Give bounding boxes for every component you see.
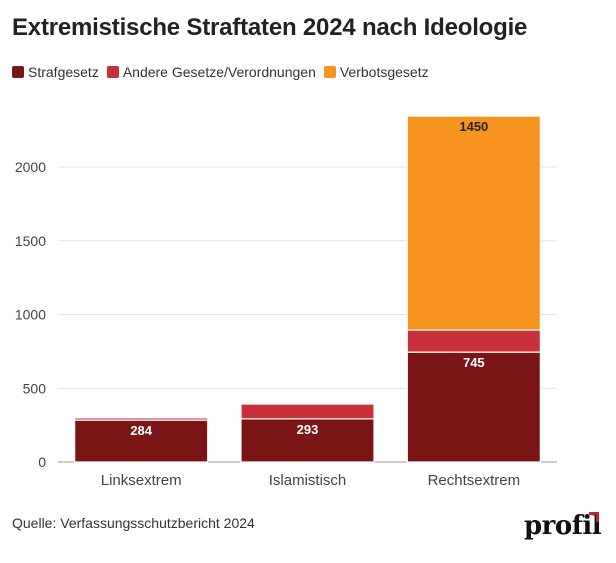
bar-chart: 0 500 1000 1500 2000 284 Linksextrem 293 Islamis… [15,115,557,489]
chart-title: Extremistische Straftaten 2024 nach Ideo… [12,14,528,41]
bar-segment-islamistisch-series-1 [240,403,375,420]
bar-segment-rechtsextrem-series-2 [406,115,541,331]
legend-swatch-verbotsgesetz [323,66,336,78]
legend-label-strafgesetz: Strafgesetz [28,64,99,80]
bar-segment-islamistisch-series-0 [240,418,375,463]
y-tick-label-1000: 1000 [15,307,46,323]
data-label-rechtsextrem-series-0: 745 [463,355,485,370]
y-tick-label-2000: 2000 [15,159,46,175]
data-label-islamistisch-series-0: 293 [297,422,319,437]
y-tick-label-500: 500 [23,380,47,396]
logo-corner-mark [589,512,599,522]
legend-item-strafgesetz: Strafgesetz [12,64,99,80]
legend: Strafgesetz Andere Gesetze/Verordnungen … [12,64,429,80]
profil-logo: profil [524,511,602,541]
x-tick-label-rechtsextrem: Rechtsextrem [428,472,521,489]
legend-item-verbotsgesetz: Verbotsgesetz [323,64,429,80]
x-tick-label-linksextrem: Linksextrem [101,472,182,489]
data-label-linksextrem-series-0: 284 [130,423,152,438]
x-tick-label-islamistisch: Islamistisch [269,472,347,489]
legend-swatch-andere [106,66,119,78]
legend-label-verbotsgesetz: Verbotsgesetz [339,64,429,80]
legend-item-andere: Andere Gesetze/Verordnungen [106,64,316,80]
bar-segment-rechtsextrem-series-0 [406,351,541,463]
bar-segment-rechtsextrem-series-1 [406,329,541,353]
legend-label-andere: Andere Gesetze/Verordnungen [122,64,316,80]
data-label-rechtsextrem-series-2: 1450 [459,119,488,134]
y-tick-label-1500: 1500 [15,233,46,249]
source-note: Quelle: Verfassungsschutzbericht 2024 [12,515,255,531]
y-tick-label-0: 0 [38,454,46,470]
legend-swatch-strafgesetz [12,66,24,78]
bar-segment-linksextrem-series-1 [74,417,209,421]
